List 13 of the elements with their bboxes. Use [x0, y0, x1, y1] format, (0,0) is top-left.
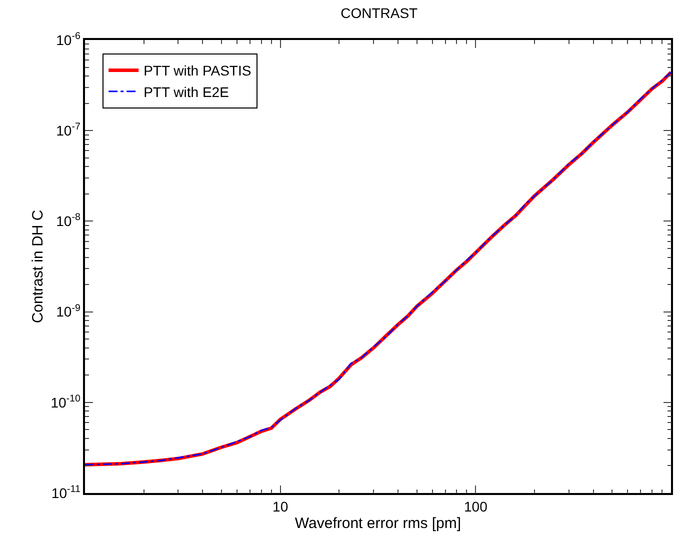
x-tick-label: 10 — [272, 498, 288, 515]
chart-title: CONTRAST — [340, 4, 418, 21]
y-tick-label: 10$^{-10}$ — [50, 393, 81, 410]
x-axis-title: Wavefront error rms [pm] — [294, 515, 462, 532]
y-tick-label: 10$^{-11}$ — [51, 484, 80, 501]
legend-label: PTT with PASTIS — [144, 62, 252, 79]
legend-label: PTT with E2E — [144, 84, 229, 100]
y-tick-label: 10$^{-9}$ — [56, 302, 80, 320]
y-tick-label: 10$^{-8}$ — [56, 212, 81, 230]
y-tick-label: 10$^{-6}$ — [56, 31, 81, 48]
x-tick-label: 100 — [464, 498, 488, 515]
y-axis-title: Contrast in DH C — [29, 210, 46, 324]
y-tick-label: 10$^{-7}$ — [56, 122, 80, 138]
